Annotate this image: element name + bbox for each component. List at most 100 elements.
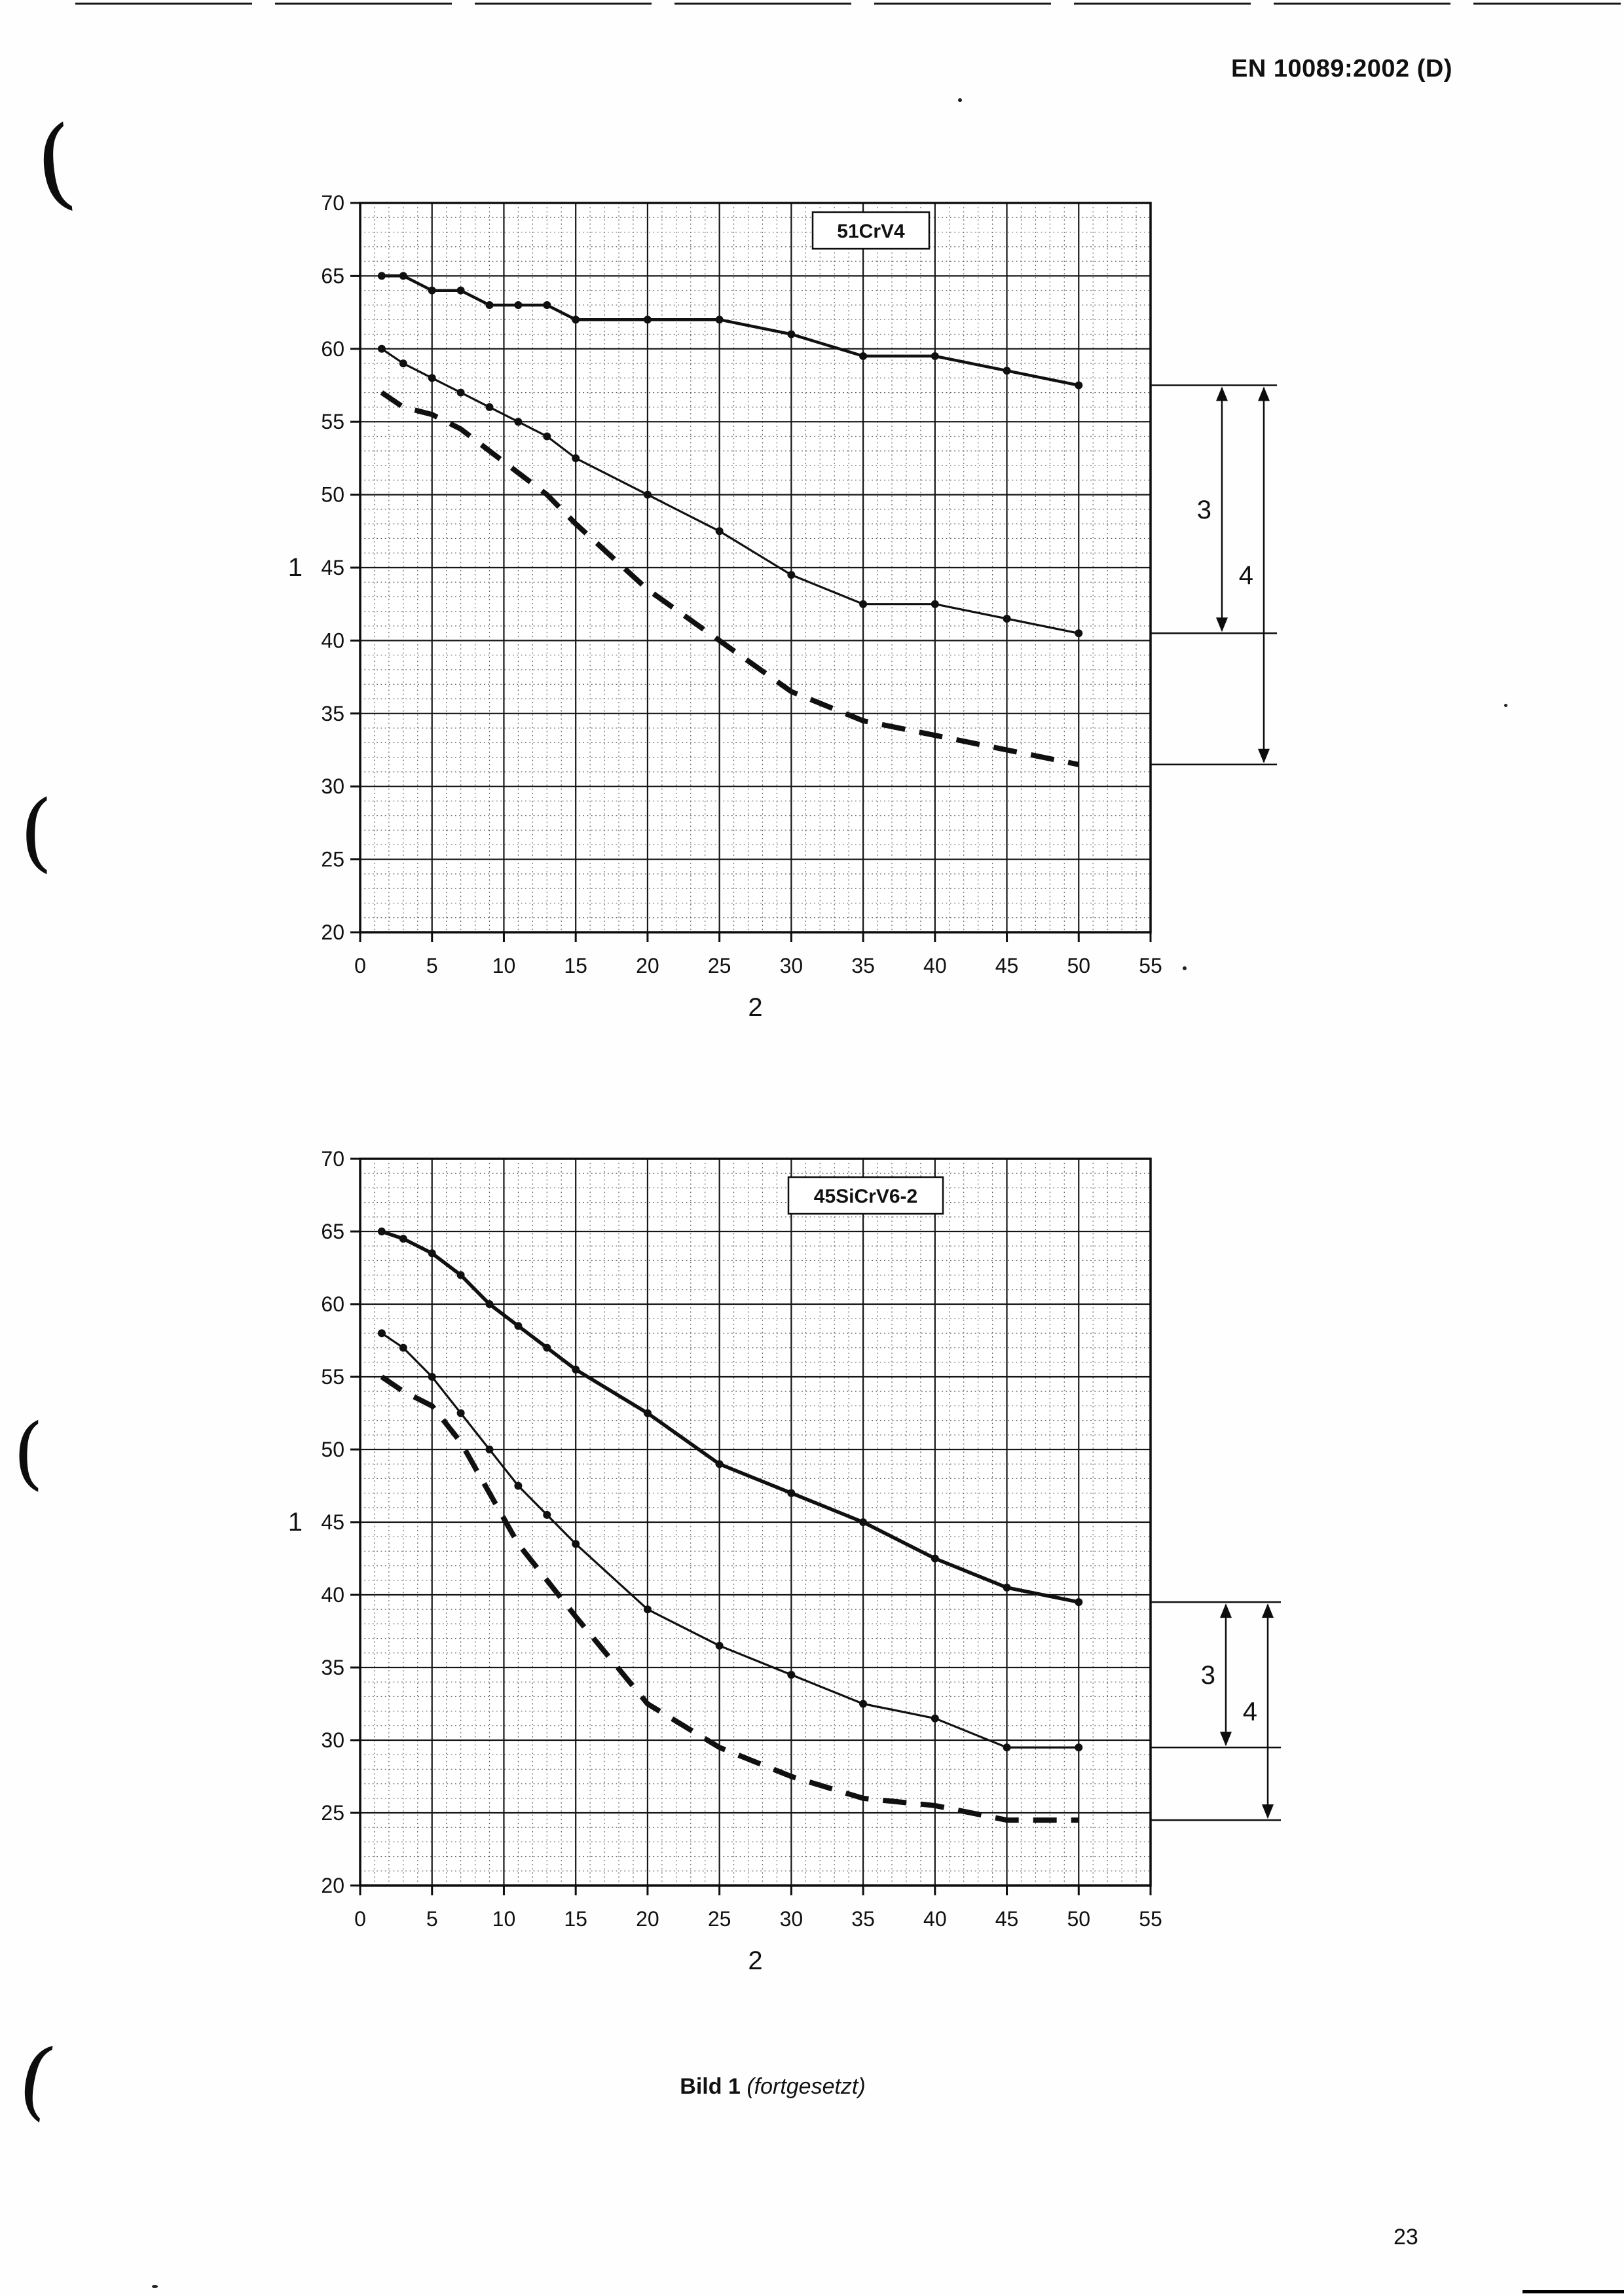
x-tick-label: 10 <box>492 1907 516 1931</box>
figure-caption: Bild 1 (fortgesetzt) <box>0 2074 1545 2100</box>
scan-artifact-bottom-line <box>1522 2290 1624 2293</box>
scan-artifact-paren: ( <box>13 1408 44 1499</box>
tick-marks <box>350 1157 1152 1895</box>
x-tick-label: 10 <box>492 954 516 977</box>
arrowhead-up <box>1262 1603 1274 1618</box>
y-tick-label: 30 <box>321 1728 344 1752</box>
data-point <box>931 600 939 608</box>
dimension-label: 3 <box>1197 496 1211 524</box>
x-tick-label: 45 <box>995 954 1019 977</box>
y-tick-label: 45 <box>321 1510 344 1534</box>
y-tick-label: 40 <box>321 629 344 652</box>
y-tick-label: 45 <box>321 556 344 579</box>
data-point <box>514 1322 523 1330</box>
data-point <box>377 272 386 280</box>
data-point <box>485 1446 494 1453</box>
dimension-label: 4 <box>1239 561 1253 590</box>
x-tick-label: 35 <box>851 954 875 977</box>
grade-label-text: 51CrV4 <box>837 221 905 242</box>
data-point <box>931 1714 939 1722</box>
data-point <box>428 1249 436 1258</box>
data-point <box>377 1329 386 1338</box>
data-point <box>485 403 494 411</box>
dimension-label: 3 <box>1201 1661 1215 1690</box>
y-axis-label: 1 <box>288 553 303 582</box>
y-tick-label: 65 <box>321 1220 344 1243</box>
data-point <box>514 418 523 426</box>
scan-artifact-paren: ( <box>20 782 53 881</box>
data-point <box>715 1460 724 1468</box>
grade-label-box <box>787 1176 944 1215</box>
data-point <box>377 1228 386 1235</box>
figure-caption-label: Bild 1 <box>680 2074 741 2099</box>
x-tick-label: 0 <box>354 954 366 977</box>
data-point <box>485 1300 494 1308</box>
chart-svg: 0 5 10 15 20 25 30 35 40 45 50 55 20 25 30 35 40 45 50 55 60… <box>288 1147 1281 1975</box>
arrowhead-up <box>1220 1603 1232 1618</box>
data-point <box>859 352 868 360</box>
x-tick-label: 15 <box>564 954 587 977</box>
arrowhead-down <box>1258 748 1270 763</box>
y-tick-label: 50 <box>321 483 344 507</box>
data-point <box>572 1365 580 1374</box>
y-tick-label: 60 <box>321 1292 344 1316</box>
y-tick-label: 70 <box>321 191 344 215</box>
data-point <box>514 1482 523 1490</box>
x-tick-label: 25 <box>708 1907 731 1931</box>
x-tick-label: 25 <box>708 954 731 977</box>
scan-speck <box>1504 704 1507 707</box>
x-tick-label: 0 <box>354 1907 366 1931</box>
chart-svg: 0 5 10 15 20 25 30 35 40 45 50 55 20 25 30 35 40 45 50 55 60… <box>288 191 1277 1022</box>
x-tick-label: 20 <box>636 1907 659 1931</box>
data-point <box>859 600 868 608</box>
arrowhead-up <box>1216 386 1228 401</box>
data-point <box>787 1671 796 1679</box>
y-tick-label: 50 <box>321 1438 344 1461</box>
data-point <box>399 1343 407 1352</box>
x-axis-label: 2 <box>748 1946 762 1975</box>
series-lower-limit-dashed <box>380 390 1080 767</box>
data-point <box>456 1409 465 1417</box>
data-point <box>643 1409 652 1417</box>
page-number: 23 <box>1393 2225 1418 2250</box>
x-axis-label: 2 <box>748 993 762 1022</box>
grade-label-box <box>811 211 931 250</box>
data-point <box>399 272 407 280</box>
data-point <box>543 432 551 441</box>
data-point <box>514 301 523 309</box>
arrowhead-down <box>1216 617 1228 632</box>
dimension-label: 4 <box>1243 1698 1257 1726</box>
arrowhead-down <box>1262 1804 1274 1819</box>
data-point <box>787 330 796 338</box>
x-tick-label: 30 <box>780 1907 803 1931</box>
y-tick-label: 35 <box>321 1656 344 1679</box>
data-point <box>643 490 652 499</box>
x-tick-label: 45 <box>995 1907 1019 1931</box>
data-point <box>787 1489 796 1497</box>
data-point <box>1003 1583 1011 1592</box>
x-tick-label: 30 <box>780 954 803 977</box>
scan-artifact-paren: ( <box>30 105 81 223</box>
data-point <box>456 388 465 397</box>
data-point <box>543 301 551 309</box>
x-tick-label: 35 <box>851 1907 875 1931</box>
data-point <box>543 1343 551 1352</box>
data-point <box>931 1554 939 1563</box>
x-tick-label: 40 <box>923 954 947 977</box>
scan-artifact-top-line <box>75 3 1621 5</box>
y-axis-label: 1 <box>288 1508 303 1537</box>
data-point <box>787 571 796 579</box>
data-point <box>715 1641 724 1650</box>
data-point <box>1003 367 1011 375</box>
document-title: EN 10089:2002 (D) <box>1230 55 1452 82</box>
data-point <box>428 286 436 295</box>
data-point <box>1075 629 1083 638</box>
y-tick-label: 55 <box>321 1365 344 1389</box>
grade-label-text: 45SiCrV6-2 <box>814 1186 917 1207</box>
data-point <box>859 1518 868 1526</box>
y-tick-label: 65 <box>321 264 344 287</box>
figure-caption-note: (fortgesetzt) <box>747 2074 866 2099</box>
data-point <box>543 1510 551 1519</box>
data-point <box>572 316 580 324</box>
scan-speck <box>958 98 962 102</box>
